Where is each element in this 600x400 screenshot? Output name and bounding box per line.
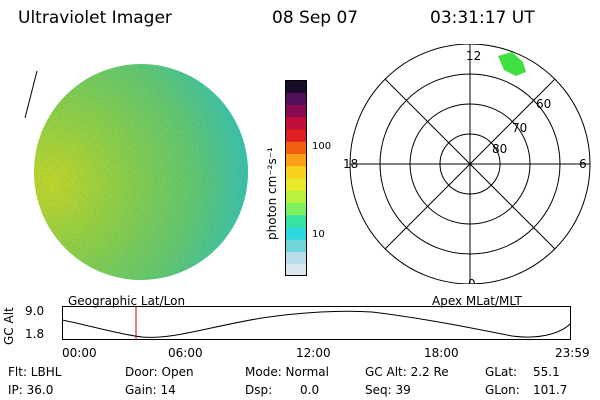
alt-plot-y-label: GC Alt: [2, 307, 16, 345]
mlt-label-18: 18: [343, 157, 358, 171]
colorbar-tick-10: 10: [312, 229, 325, 240]
colorbar-band: [285, 178, 307, 191]
colorbar-band: [285, 239, 307, 252]
colorbar-band: [285, 202, 307, 216]
status-glat-label: GLat:: [485, 365, 518, 379]
lat-label-70: 70: [512, 121, 527, 135]
status-glon-value: 101.7: [533, 383, 568, 397]
colorbar-band: [285, 214, 307, 228]
colorbar-band: [285, 141, 307, 154]
alt-plot-frame: [62, 306, 571, 340]
polar-plot: 12 0 18 6 60 70 80: [343, 44, 591, 284]
alt-y-tick-9: 9.0: [25, 304, 45, 318]
lat-label-80: 80: [492, 142, 507, 156]
status-dsp-label: Dsp:: [245, 383, 273, 397]
x-tick-1200: 12:00: [296, 346, 331, 360]
instrument-title: Ultraviolet Imager: [18, 8, 172, 28]
time-label: 03:31:17 UT: [430, 8, 535, 28]
alt-y-tick-1-8: 1.8: [25, 327, 45, 341]
status-ip: IP: 36.0: [8, 383, 54, 397]
status-mode: Mode: Normal: [245, 365, 329, 379]
status-seq: Seq: 39: [365, 383, 411, 397]
limb-arc-mark: [24, 70, 38, 119]
status-glat-value: 55.1: [533, 365, 560, 379]
colorbar-band: [285, 263, 307, 277]
status-dsp-value: 0.0: [300, 383, 320, 397]
alt-plot-left-title: Geographic Lat/Lon: [68, 294, 186, 308]
x-tick-0600: 06:00: [168, 346, 203, 360]
colorbar-border: [285, 80, 307, 276]
mlt-label-12: 12: [466, 49, 481, 63]
colorbar: [285, 80, 307, 277]
aurora-blob: [498, 52, 526, 76]
altitude-plot: [62, 306, 571, 340]
colorbar-tick-100: 100: [312, 141, 332, 152]
status-glon-label: GLon:: [485, 383, 520, 397]
alt-plot-right-title: Apex MLat/MLT: [432, 294, 522, 308]
mlt-label-6: 6: [579, 157, 587, 171]
colorbar-band: [285, 153, 307, 167]
colorbar-band: [285, 116, 307, 130]
colorbar-unit-label: photon cm⁻²s⁻¹: [265, 147, 279, 240]
polar-diagonal-2: [384, 78, 556, 250]
mlt-label-0: 0: [468, 277, 476, 284]
status-gc-alt: GC Alt: 2.2 Re: [365, 365, 449, 379]
colorbar-band: [285, 165, 307, 179]
colorbar-band: [285, 251, 307, 265]
colorbar-band: [285, 104, 307, 118]
colorbar-band: [285, 129, 307, 142]
status-door: Door: Open: [125, 365, 194, 379]
x-tick-2359: 23:59: [555, 346, 590, 360]
x-tick-1800: 18:00: [424, 346, 459, 360]
date-label: 08 Sep 07: [272, 8, 359, 28]
lat-label-60: 60: [536, 97, 551, 111]
x-tick-0000: 00:00: [62, 346, 97, 360]
altitude-curve: [62, 310, 571, 338]
colorbar-band: [285, 227, 307, 240]
colorbar-svg: [285, 80, 307, 277]
colorbar-band: [285, 190, 307, 203]
status-flt: Flt: LBHL: [8, 365, 62, 379]
colorbar-band: [285, 80, 307, 93]
earth-disk-image: [24, 64, 248, 280]
status-gain: Gain: 14: [125, 383, 176, 397]
colorbar-band: [285, 92, 307, 105]
